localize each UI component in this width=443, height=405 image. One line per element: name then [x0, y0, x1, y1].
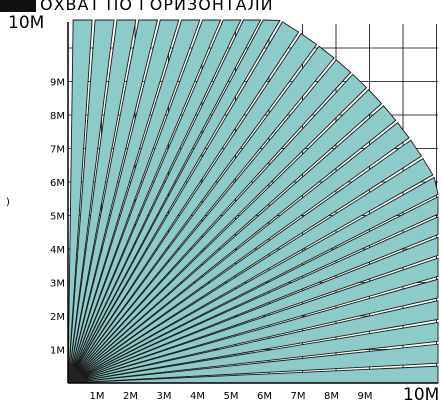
axes — [67, 22, 438, 384]
side-mark: ) — [6, 197, 10, 208]
coverage-beam — [67, 176, 439, 384]
y-tick-label: 4М — [50, 245, 65, 256]
y-tick-label: 2М — [50, 312, 65, 323]
y-tick-label: 5М — [50, 212, 65, 223]
coverage-beam — [67, 236, 439, 384]
coverage-beam — [67, 157, 434, 384]
coverage-beam — [67, 19, 159, 384]
y-tick-label: 1М — [50, 346, 65, 357]
x-tick-label: 1М — [90, 391, 105, 402]
coverage-beam — [67, 19, 180, 384]
x-tick-label: 8М — [324, 391, 339, 402]
beams — [67, 19, 439, 384]
coverage-beam — [67, 19, 222, 384]
coverage-beam — [67, 19, 262, 384]
coverage-beam — [67, 19, 242, 384]
coverage-beam — [67, 19, 201, 384]
coverage-beam — [67, 122, 410, 384]
y-axis-max-label: 10М — [8, 13, 44, 33]
x-tick-label: 9М — [358, 391, 373, 402]
diagram-title: ОХВАТ ПО ГОРИЗОНТАЛИ — [40, 0, 274, 14]
coverage-beam — [67, 19, 93, 384]
coverage-beam — [67, 300, 439, 384]
y-tick-label: 8М — [50, 111, 65, 122]
x-tick-labels: 1М 2М 3М 4М 5М 6М 7М 8М 9М — [90, 391, 373, 402]
y-tick-labels: 1М 2М 3М 4М 5М 6М 7М 8М 9М — [50, 78, 65, 357]
coverage-beam — [67, 19, 115, 384]
x-axis-max-label: 10М — [403, 385, 439, 405]
coverage-beam — [67, 343, 439, 384]
coverage-beam — [67, 45, 335, 384]
sensor-origin — [68, 361, 90, 383]
x-tick-label: 6М — [257, 391, 272, 402]
x-tick-label: 3М — [157, 391, 172, 402]
x-tick-label: 5М — [224, 391, 239, 402]
y-tick-label: 7М — [50, 145, 65, 156]
coverage-beam — [67, 59, 352, 384]
coverage-beam — [67, 196, 439, 384]
y-tick-label: 3М — [50, 279, 65, 290]
coverage-beam — [67, 216, 439, 384]
coverage-beam — [67, 19, 137, 384]
title-black-block — [0, 0, 36, 12]
coverage-beam — [67, 257, 439, 384]
coverage-beam — [67, 105, 397, 384]
coverage-beam — [67, 89, 383, 384]
coverage-beam — [67, 21, 300, 384]
coverage-beam — [67, 73, 368, 384]
coverage-beam — [67, 278, 439, 384]
coverage-beam — [67, 139, 423, 384]
x-tick-label: 4М — [190, 391, 205, 402]
x-tick-label: 7М — [291, 391, 306, 402]
coverage-beam — [67, 32, 318, 384]
coverage-beam — [67, 19, 281, 384]
y-tick-label: 6М — [50, 178, 65, 189]
y-tick-label: 9М — [50, 78, 65, 89]
x-tick-label: 2М — [123, 391, 138, 402]
coverage-beam — [67, 321, 439, 384]
